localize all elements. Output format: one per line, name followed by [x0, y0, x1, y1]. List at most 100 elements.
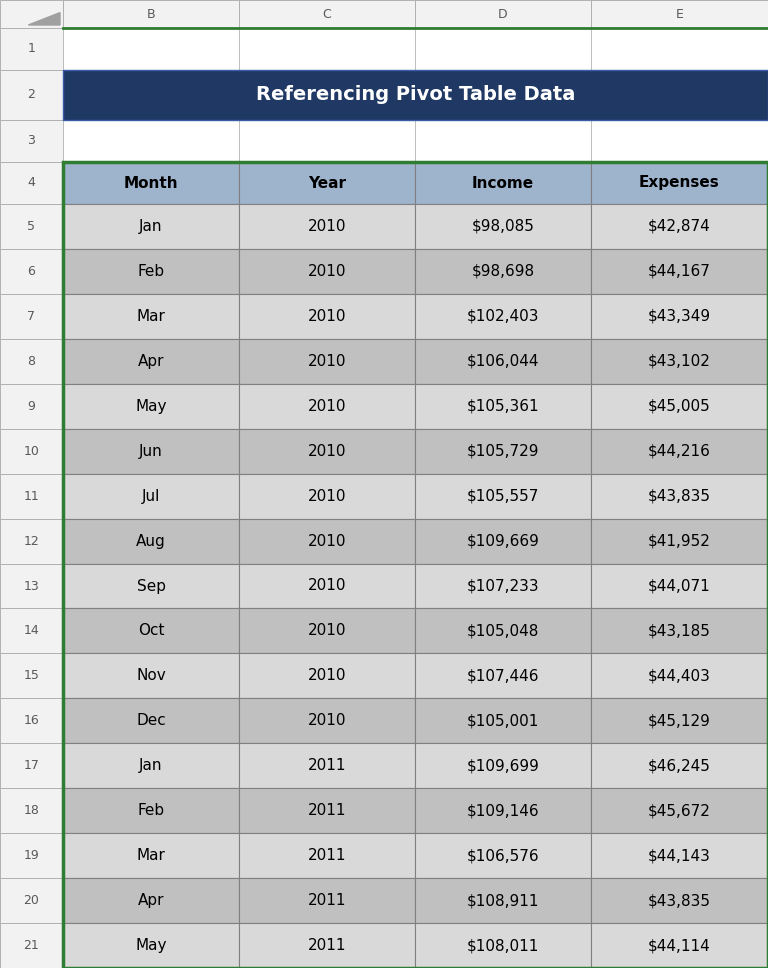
Text: Aug: Aug [136, 533, 166, 549]
Text: Mar: Mar [137, 848, 165, 863]
Bar [63, 204, 239, 249]
Text: $109,669: $109,669 [467, 533, 539, 549]
Bar [63, 698, 239, 743]
Bar [415, 204, 591, 249]
Text: Jan: Jan [139, 219, 163, 234]
Text: C: C [323, 8, 331, 20]
Bar [63, 833, 239, 878]
Text: 14: 14 [24, 624, 39, 638]
Bar [415, 519, 591, 563]
Text: Dec: Dec [136, 713, 166, 728]
Text: 2: 2 [28, 88, 35, 102]
Bar [63, 473, 239, 519]
Text: 12: 12 [24, 534, 39, 548]
Bar [63, 653, 239, 698]
Bar [591, 294, 768, 339]
Text: 3: 3 [28, 135, 35, 147]
Text: 6: 6 [28, 265, 35, 278]
Bar [63, 788, 239, 833]
Text: 2010: 2010 [308, 533, 346, 549]
Text: 2010: 2010 [308, 219, 346, 234]
Bar [0, 383, 63, 429]
Text: $41,952: $41,952 [648, 533, 711, 549]
Text: $44,167: $44,167 [648, 264, 711, 279]
Text: 17: 17 [24, 759, 39, 772]
Bar [0, 162, 63, 204]
Text: $43,835: $43,835 [648, 893, 711, 908]
Bar [63, 878, 239, 923]
Bar [63, 698, 239, 743]
Text: Oct: Oct [137, 623, 164, 639]
Bar [591, 878, 768, 923]
Text: 19: 19 [24, 849, 39, 862]
Text: $102,403: $102,403 [467, 309, 539, 324]
Text: Jan: Jan [139, 758, 163, 773]
Bar [591, 120, 768, 162]
Bar [591, 833, 768, 878]
Bar [591, 339, 768, 383]
Text: 2011: 2011 [308, 893, 346, 908]
Text: 1: 1 [28, 43, 35, 55]
Bar [415, 249, 591, 294]
Bar [415, 653, 591, 698]
Bar [239, 162, 415, 204]
Bar [239, 519, 415, 563]
Text: $105,001: $105,001 [467, 713, 539, 728]
Text: 21: 21 [24, 939, 39, 953]
Text: 2010: 2010 [308, 443, 346, 459]
Bar [63, 162, 239, 204]
Bar [415, 28, 591, 70]
Bar [239, 923, 415, 968]
Text: $107,233: $107,233 [467, 579, 539, 593]
Bar [0, 653, 63, 698]
Bar [415, 788, 591, 833]
Bar [239, 563, 415, 609]
Bar [63, 162, 768, 968]
Bar [239, 249, 415, 294]
Bar [591, 249, 768, 294]
Bar [63, 878, 239, 923]
Text: $98,085: $98,085 [472, 219, 535, 234]
Bar [591, 563, 768, 609]
Text: 2010: 2010 [308, 579, 346, 593]
Bar [239, 204, 415, 249]
Bar [239, 204, 415, 249]
Bar [63, 162, 239, 204]
Bar [415, 609, 591, 653]
Bar [0, 120, 63, 162]
Bar [591, 788, 768, 833]
Bar [239, 698, 415, 743]
Bar [0, 294, 63, 339]
Text: 2010: 2010 [308, 399, 346, 413]
Text: Income: Income [472, 175, 534, 191]
Text: $44,143: $44,143 [648, 848, 711, 863]
Bar [591, 833, 768, 878]
Bar [415, 473, 591, 519]
Bar [239, 120, 415, 162]
Text: 2010: 2010 [308, 353, 346, 369]
Bar [591, 70, 768, 120]
Text: Sep: Sep [137, 579, 165, 593]
Bar [63, 70, 768, 120]
Bar [0, 70, 63, 120]
Bar [415, 609, 591, 653]
Text: Expenses: Expenses [639, 175, 720, 191]
Text: $43,349: $43,349 [648, 309, 711, 324]
Bar [63, 120, 239, 162]
Bar [63, 339, 239, 383]
Bar [415, 70, 591, 120]
Bar [63, 339, 239, 383]
Bar [415, 120, 591, 162]
Text: Referencing Pivot Table Data: Referencing Pivot Table Data [256, 85, 575, 105]
Text: 2010: 2010 [308, 623, 346, 639]
Bar [63, 563, 239, 609]
Bar [63, 743, 239, 788]
Bar [591, 429, 768, 473]
Text: $106,044: $106,044 [467, 353, 539, 369]
Bar [63, 653, 239, 698]
Text: Mar: Mar [137, 309, 165, 324]
Text: 2011: 2011 [308, 848, 346, 863]
Bar [591, 383, 768, 429]
Bar [0, 923, 63, 968]
Text: $105,729: $105,729 [467, 443, 539, 459]
